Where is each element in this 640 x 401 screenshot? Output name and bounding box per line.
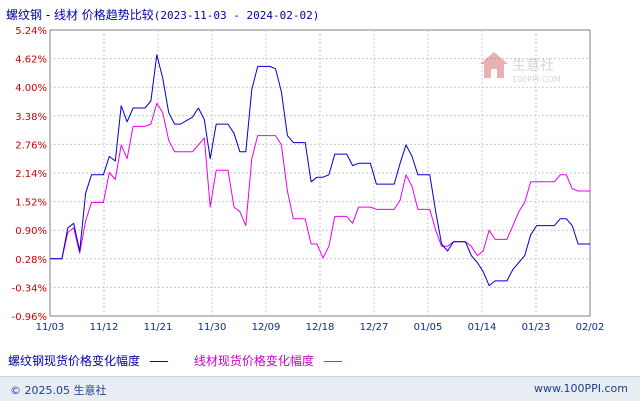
chart-title: 螺纹钢 - 线材 价格趋势比较(2023-11-03 - 2024-02-02): [6, 6, 319, 23]
series-line-wire-rod: [50, 102, 590, 260]
watermark-url: 100PPI.COM: [512, 75, 561, 84]
y-tick-label: 5.24%: [15, 26, 47, 37]
series-line-rebar: [50, 54, 590, 287]
x-tick-label: 11/03: [36, 322, 65, 333]
x-tick-label: 01/14: [468, 322, 497, 333]
x-axis-ticks: 11/03 11/12 11/21 11/30 12/09 12/18 12/27 01/05…: [36, 322, 605, 333]
legend-item-wire-rod: 线材现货价格变化幅度: [194, 352, 364, 369]
x-tick-label: 02/02: [576, 322, 605, 333]
footer-site-link[interactable]: www.100PPI.com: [534, 382, 628, 395]
y-tick-label: 4.62%: [15, 55, 47, 66]
x-tick-label: 01/23: [522, 322, 551, 333]
y-tick-label: 3.38%: [15, 112, 47, 123]
watermark-logo: 生意社 100PPI.COM: [480, 52, 561, 84]
x-tick-label: 01/05: [414, 322, 443, 333]
legend-label-wire-rod: 线材现货价格变化幅度: [193, 354, 314, 368]
legend-swatch-wire-rod: [323, 361, 342, 362]
legend-label-rebar: 螺纹钢现货价格变化幅度: [8, 354, 141, 368]
y-tick-label: 2.14%: [15, 169, 47, 180]
x-tick-label: 11/30: [198, 322, 227, 333]
chart-title-range: (2023-11-03 - 2024-02-02): [153, 9, 320, 22]
legend-swatch-rebar: [150, 361, 169, 362]
y-tick-label: 0.28%: [15, 255, 47, 266]
y-tick-label: 4.00%: [15, 83, 47, 94]
watermark-brand: 生意社: [512, 57, 554, 74]
x-tick-label: 12/18: [306, 322, 335, 333]
footer-copyright: © 2025.05 生意社: [10, 384, 107, 397]
y-tick-label: 0.90%: [15, 226, 47, 237]
y-tick-label: 2.76%: [15, 140, 47, 151]
y-tick-label: -0.34%: [12, 283, 47, 294]
y-axis-ticks: 5.24% 4.62% 4.00% 3.38% 2.76% 2.14% 1.52% 0.90%…: [12, 26, 47, 323]
series-lines: [50, 54, 590, 287]
x-tick-label: 12/27: [360, 322, 389, 333]
x-tick-label: 12/09: [252, 322, 281, 333]
legend: 螺纹钢现货价格变化幅度 线材现货价格变化幅度: [8, 352, 364, 368]
x-tick-label: 11/12: [90, 322, 119, 333]
line-chart: 生意社 100PPI.COM 5.24% 4.62% 4.00% 3.38% 2.76%…: [12, 26, 605, 333]
y-tick-label: -0.96%: [12, 312, 47, 323]
chart-title-main: 螺纹钢 - 线材 价格趋势比较: [6, 8, 154, 22]
footer-bar: © 2025.05 生意社 www.100PPI.com: [0, 376, 640, 401]
x-tick-label: 11/21: [144, 322, 173, 333]
legend-item-rebar: 螺纹钢现货价格变化幅度: [8, 352, 190, 369]
y-tick-label: 1.52%: [15, 198, 47, 209]
grid-lines: [50, 30, 590, 316]
